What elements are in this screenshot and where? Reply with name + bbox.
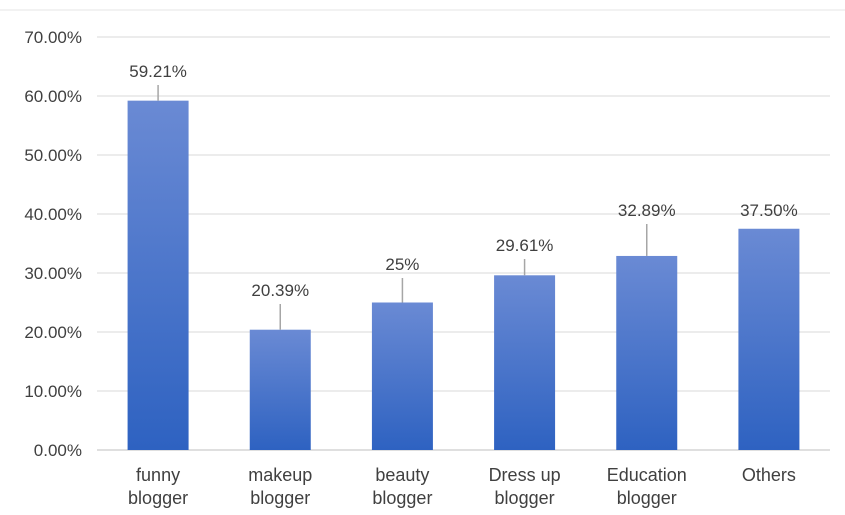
bar <box>127 100 189 450</box>
leader-lines <box>157 85 648 330</box>
category-label-line: blogger <box>617 488 677 508</box>
data-label: 59.21% <box>129 62 187 81</box>
data-label: 25% <box>385 255 419 274</box>
category-label: Dress up blogger <box>489 465 561 508</box>
y-tick-label: 60.00% <box>24 87 82 106</box>
y-tick-label: 40.00% <box>24 205 82 224</box>
category-label-line: makeup <box>248 465 312 485</box>
category-label: Education blogger <box>607 465 687 508</box>
category-label: Others <box>742 465 796 485</box>
category-label-line: blogger <box>250 488 310 508</box>
bar <box>738 228 800 450</box>
category-label: beauty blogger <box>372 465 432 508</box>
data-label: 32.89% <box>618 201 676 220</box>
category-label-line: blogger <box>128 488 188 508</box>
category-label-line: Dress up <box>489 465 561 485</box>
gridlines <box>97 36 830 451</box>
y-tick-label: 70.00% <box>24 28 82 47</box>
bars <box>127 100 800 450</box>
bar <box>249 329 311 450</box>
data-label: 29.61% <box>496 236 554 255</box>
bar <box>616 255 678 450</box>
category-label-line: blogger <box>495 488 555 508</box>
data-labels: 59.21% 20.39% 25% 29.61% 32.89% 37.50% <box>129 62 798 300</box>
category-label-line: blogger <box>372 488 432 508</box>
y-tick-label: 10.00% <box>24 382 82 401</box>
category-label-line: Others <box>742 465 796 485</box>
y-tick-label: 50.00% <box>24 146 82 165</box>
category-label-line: beauty <box>375 465 429 485</box>
bar <box>371 302 433 450</box>
y-tick-label: 30.00% <box>24 264 82 283</box>
y-axis-ticks: 0.00% 10.00% 20.00% 30.00% 40.00% 50.00% 60.00… <box>24 28 82 460</box>
category-label-line: funny <box>136 465 180 485</box>
category-label: funny blogger <box>128 465 188 508</box>
y-tick-label: 20.00% <box>24 323 82 342</box>
category-label: makeup blogger <box>248 465 312 508</box>
y-tick-label: 0.00% <box>34 441 82 460</box>
data-label: 37.50% <box>740 201 798 220</box>
bar <box>494 275 556 450</box>
category-label-line: Education <box>607 465 687 485</box>
data-label: 20.39% <box>251 281 309 300</box>
